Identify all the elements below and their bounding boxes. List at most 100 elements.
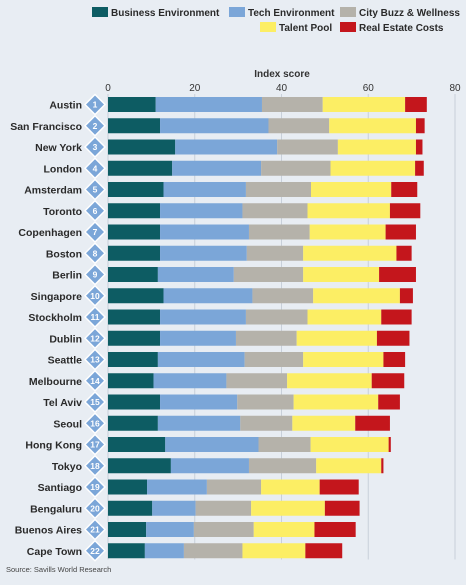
bar-segment-14-4	[378, 394, 400, 410]
bar-segment-10-2	[245, 309, 308, 325]
bar-segment-21-2	[183, 543, 243, 559]
bar-segment-5-3	[307, 203, 390, 219]
bar-segment-12-0	[108, 352, 158, 367]
rank-label-12: 13	[90, 355, 100, 365]
bar-segment-2-0	[108, 139, 176, 155]
rank-diamond-6	[83, 220, 107, 244]
legend-swatch-3	[260, 22, 276, 32]
bar-segment-18-0	[108, 479, 148, 495]
rank-label-11: 12	[90, 333, 100, 343]
bar-segment-4-3	[310, 182, 392, 197]
bar-segment-14-1	[160, 394, 238, 410]
bar-segment-15-2	[240, 415, 293, 431]
bar-segment-11-3	[296, 330, 377, 346]
rank-label-10: 11	[91, 312, 100, 322]
bar-segment-8-1	[157, 267, 234, 282]
bar-segment-5-4	[389, 203, 421, 219]
rank-diamond-16	[83, 433, 107, 456]
bar-segment-9-1	[163, 288, 253, 304]
bar-segment-17-1	[170, 458, 249, 474]
category-label-6: Copenhagen	[18, 227, 82, 239]
bar-segment-16-2	[258, 437, 311, 452]
rank-diamond-9	[83, 284, 107, 307]
bar-segment-17-0	[108, 458, 171, 474]
bar-segment-9-2	[252, 288, 314, 304]
bar-segment-5-0	[108, 203, 161, 219]
category-label-8: Berlin	[52, 270, 82, 282]
bar-segment-21-0	[108, 543, 145, 559]
bar-segment-0-4	[405, 97, 427, 112]
bar-segment-19-3	[251, 500, 325, 516]
category-label-11: Dublin	[49, 333, 82, 345]
legend-swatch-1	[229, 7, 245, 17]
rank-diamond-1	[83, 114, 107, 137]
rank-diamond-15	[83, 412, 107, 435]
bar-segment-5-2	[242, 203, 308, 219]
category-label-4: Amsterdam	[24, 185, 82, 197]
rank-diamond-7	[83, 242, 107, 265]
chart-legend: Business Environment Tech Environment City…	[92, 7, 460, 34]
bar-segment-16-3	[310, 437, 389, 452]
bar-segment-19-2	[195, 500, 252, 516]
category-label-15: Seoul	[53, 418, 82, 430]
rank-label-14: 15	[90, 397, 100, 407]
category-label-0: Austin	[49, 100, 82, 112]
legend-swatch-2	[340, 7, 356, 17]
category-label-7: Boston	[46, 248, 82, 260]
category-label-12: Seattle	[48, 355, 83, 367]
rank-diamond-12	[83, 348, 107, 371]
rank-label-21: 22	[90, 546, 100, 556]
rank-label-6: 7	[93, 227, 98, 237]
rank-diamond-11	[83, 327, 107, 350]
bar-segment-14-0	[108, 394, 161, 410]
bar-segment-10-3	[307, 309, 382, 325]
category-label-10: Stockholm	[28, 312, 82, 324]
legend-label-3: Talent Pool	[279, 23, 332, 34]
bar-segment-13-1	[153, 373, 227, 389]
bar-segment-13-0	[108, 373, 154, 389]
bar-segment-18-2	[206, 479, 262, 495]
bar-segment-1-3	[329, 118, 416, 134]
bar-segment-9-3	[313, 288, 400, 304]
bar-segment-7-4	[396, 245, 412, 261]
bar-segment-1-1	[160, 118, 269, 134]
bar-segment-8-4	[379, 267, 416, 282]
category-label-21: Cape Town	[27, 546, 82, 558]
rank-label-4: 5	[93, 185, 98, 195]
rank-label-13: 14	[90, 376, 100, 386]
rank-label-3: 4	[93, 163, 98, 173]
category-label-1: San Francisco	[10, 121, 82, 133]
bar-segment-15-4	[355, 415, 390, 431]
category-label-2: New York	[35, 142, 82, 154]
x-axis-ticks: 0 20 40 60 80	[105, 83, 461, 94]
bar-segment-4-0	[108, 182, 164, 197]
bar-segment-6-3	[309, 224, 386, 240]
bars	[108, 97, 427, 559]
bar-segment-4-2	[245, 182, 311, 197]
x-axis-title: Index score	[254, 69, 310, 80]
bar-segment-20-4	[314, 522, 356, 537]
bar-segment-0-3	[322, 97, 406, 112]
bar-segment-9-4	[399, 288, 413, 304]
legend-label-2: City Buzz & Wellness	[359, 8, 460, 19]
bar-segment-11-1	[160, 330, 236, 346]
bar-segment-3-2	[261, 160, 331, 176]
bar-segment-21-3	[242, 543, 306, 559]
rank-label-18: 19	[90, 482, 100, 492]
bar-segment-16-0	[108, 437, 166, 452]
rank-label-5: 6	[93, 206, 98, 216]
rank-label-17: 18	[90, 461, 100, 471]
bar-segment-10-1	[160, 309, 246, 325]
rank-label-16: 17	[90, 440, 100, 450]
bar-segment-4-1	[163, 182, 246, 197]
bar-segment-19-1	[152, 500, 196, 516]
rank-label-20: 21	[90, 525, 100, 535]
bar-segment-8-2	[233, 267, 304, 282]
rank-diamond-10	[83, 305, 107, 329]
rank-label-8: 9	[93, 270, 98, 280]
bar-segment-7-3	[303, 245, 397, 261]
bar-segment-3-3	[330, 160, 416, 176]
category-label-3: London	[44, 163, 82, 175]
bar-segment-7-2	[246, 245, 304, 261]
